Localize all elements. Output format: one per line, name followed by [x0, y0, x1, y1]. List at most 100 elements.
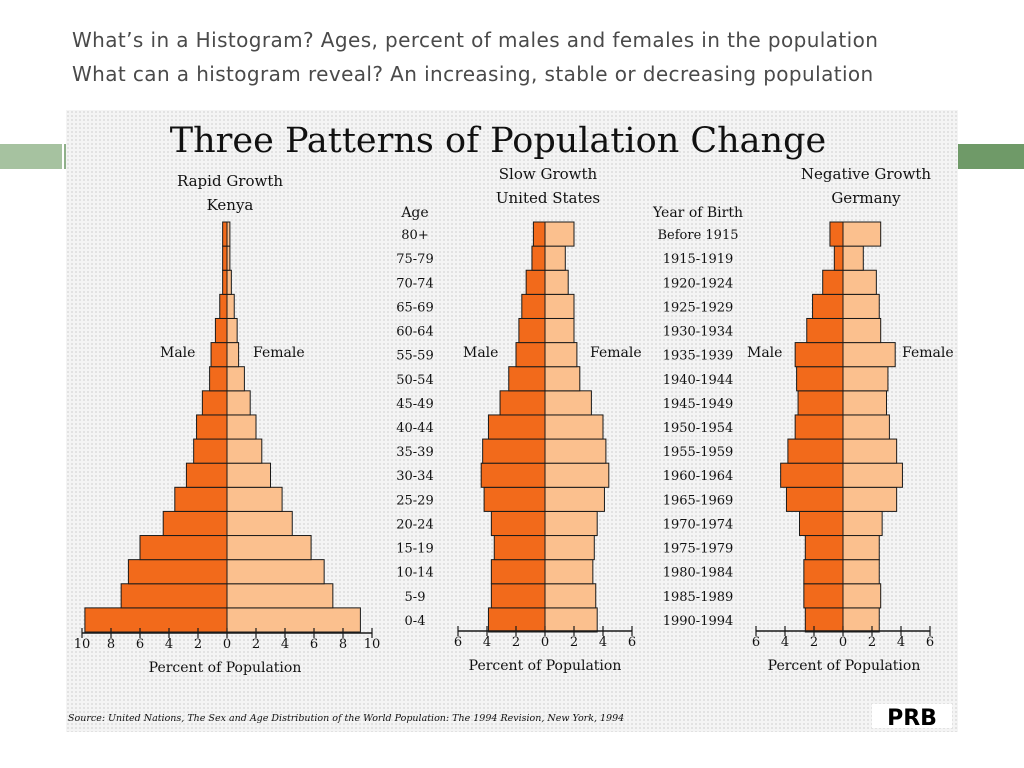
germany-female-bar-65-69: [842, 293, 880, 319]
germany-female-bar-55-59: [842, 342, 896, 368]
germany-male-bar-20-24: [799, 510, 844, 537]
germany-chart-subtitle: Germany: [831, 189, 901, 207]
kenya-male-label: Male: [160, 345, 195, 361]
us-female-bar-30-34: [544, 462, 610, 488]
kenya-male-bar-25-29: [174, 486, 228, 512]
us-chart-title: Slow Growth: [499, 165, 598, 183]
us-male-bar-55-59: [515, 342, 546, 368]
us-female-bar-10-14: [544, 559, 594, 585]
us-x-tick-label: 0: [541, 635, 549, 650]
germany-female-bar-20-24: [842, 510, 883, 537]
kenya-male-bar-40-44: [196, 414, 228, 440]
birth-year-label: 1970-1974: [663, 517, 734, 532]
birth-year-label: 1960-1964: [663, 469, 734, 484]
kenya-male-bar-75-79: [222, 245, 228, 271]
birth-year-label: 1915-1919: [663, 252, 734, 267]
us-female-bar-70-74: [544, 269, 569, 295]
kenya-male-bar-60-64: [214, 317, 228, 344]
kenya-male-bar-30-34: [185, 462, 228, 488]
birth-year-label: 1980-1984: [663, 566, 734, 581]
germany-female-bar-80+: [842, 221, 882, 247]
germany-male-bar-55-59: [794, 342, 844, 368]
age-label: 5-9: [405, 590, 426, 605]
kenya-female-bar-30-34: [226, 462, 271, 488]
kenya-female-bar-55-59: [226, 342, 240, 368]
kenya-female-bar-5-9: [226, 583, 334, 609]
right-accent-bar: [958, 144, 1024, 169]
us-male-bar-40-44: [487, 414, 546, 440]
us-male-bar-5-9: [490, 583, 546, 609]
germany-x-tick-label: 2: [810, 635, 818, 650]
kenya-female-bar-40-44: [226, 414, 257, 440]
germany-male-bar-50-54: [796, 366, 844, 392]
age-label: 15-19: [396, 542, 433, 557]
germany-x-tick-label: 2: [868, 635, 876, 650]
kenya-x-tick-label: 2: [194, 637, 202, 652]
age-label: 25-29: [396, 493, 433, 508]
germany-x-tick-label: 4: [897, 635, 905, 650]
birth-year-label: 1985-1989: [663, 590, 734, 605]
age-label: 10-14: [396, 566, 433, 581]
age-label: 0-4: [405, 614, 426, 629]
kenya-female-bar-0-4: [226, 607, 361, 633]
kenya-female-bar-20-24: [226, 510, 293, 537]
age-label: 40-44: [396, 421, 433, 436]
germany-male-bar-25-29: [785, 486, 844, 512]
birth-year-label: 1945-1949: [663, 397, 734, 412]
germany-male-bar-35-39: [787, 438, 844, 464]
birth-year-label: 1920-1924: [663, 276, 734, 291]
us-male-bar-25-29: [483, 486, 546, 512]
germany-female-bar-40-44: [842, 414, 890, 440]
kenya-chart-subtitle: Kenya: [207, 196, 254, 214]
age-column-header: Age: [400, 205, 428, 221]
us-female-bar-15-19: [544, 535, 595, 561]
us-female-bar-65-69: [544, 293, 575, 319]
us-female-bar-80+: [544, 221, 575, 247]
us-male-bar-10-14: [490, 559, 546, 585]
figure-title: Three Patterns of Population Change: [170, 121, 826, 161]
us-male-bar-50-54: [508, 366, 546, 392]
germany-x-tick-label: 6: [926, 635, 934, 650]
birth-year-label: 1950-1954: [663, 421, 734, 436]
us-x-tick-label: 4: [483, 635, 491, 650]
us-male-bar-80+: [532, 221, 546, 247]
birth-year-label: 1935-1939: [663, 349, 734, 364]
kenya-x-tick-label: 2: [252, 637, 260, 652]
birth-year-label: 1965-1969: [663, 493, 734, 508]
us-male-bar-60-64: [518, 317, 546, 344]
kenya-male-bar-55-59: [210, 342, 228, 368]
germany-male-bar-75-79: [833, 245, 844, 271]
age-label: 65-69: [396, 300, 433, 315]
kenya-x-tick-label: 10: [364, 637, 381, 652]
us-male-bar-15-19: [493, 535, 546, 561]
germany-female-bar-75-79: [842, 245, 864, 271]
age-label: 20-24: [396, 517, 433, 532]
kenya-x-tick-label: 0: [223, 637, 231, 652]
population-pyramids-figure: Three Patterns of Population Change Rapi…: [66, 110, 958, 732]
germany-female-bar-30-34: [842, 462, 903, 488]
kenya-female-bar-50-54: [226, 366, 245, 392]
us-female-bar-5-9: [544, 583, 597, 609]
germany-x-tick-label: 4: [781, 635, 789, 650]
germany-female-label: Female: [902, 345, 954, 361]
us-chart-subtitle: United States: [496, 189, 600, 207]
kenya-male-bar-80+: [222, 221, 228, 247]
germany-x-axis-label: Percent of Population: [768, 658, 921, 674]
germany-female-bar-50-54: [842, 366, 889, 392]
us-female-bar-60-64: [544, 317, 575, 344]
population-pyramids-svg: Three Patterns of Population Change Rapi…: [68, 121, 954, 731]
us-x-tick-label: 2: [570, 635, 578, 650]
age-label: 45-49: [396, 397, 433, 412]
source-note: Source: United Nations, The Sex and Age …: [68, 713, 624, 724]
germany-female-bar-25-29: [842, 486, 898, 512]
kenya-male-bar-15-19: [139, 535, 228, 561]
germany-female-bar-35-39: [842, 438, 898, 464]
plots-group: 10 8 6 4 2 0 2 4 6 8 10 6 4 2 0 2 4 6 6 4 2 0 2 4 6 0-4 5-9 10-14 15…: [74, 221, 934, 652]
age-label: 50-54: [396, 373, 433, 388]
us-male-bar-65-69: [521, 293, 546, 319]
germany-female-bar-60-64: [842, 317, 882, 344]
kenya-male-bar-65-69: [219, 293, 228, 319]
us-female-bar-35-39: [544, 438, 607, 464]
germany-male-bar-5-9: [803, 583, 844, 609]
germany-x-tick-label: 0: [839, 635, 847, 650]
